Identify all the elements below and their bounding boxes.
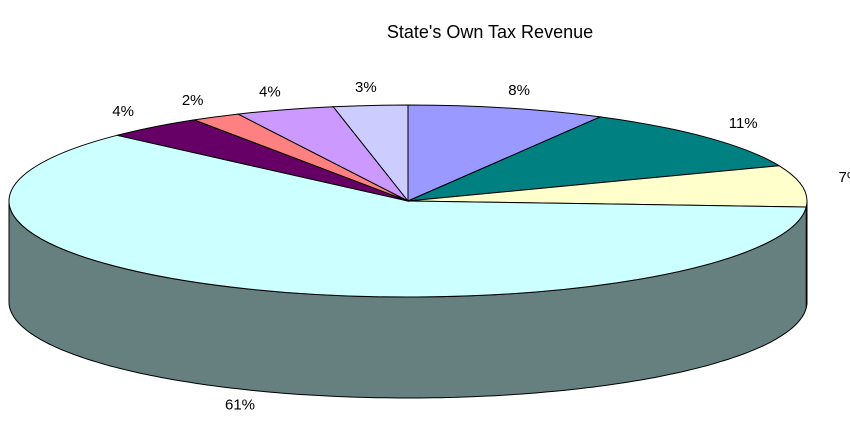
pie-slice	[407, 165, 808, 208]
data-label: 3%	[355, 79, 377, 96]
data-label: 4%	[112, 103, 134, 120]
pie-slice	[332, 104, 409, 203]
data-label: 61%	[225, 396, 255, 413]
pie-slice	[407, 104, 603, 202]
data-label: 2%	[182, 92, 204, 109]
data-label: 7%	[839, 169, 850, 186]
chart-title: State's Own Tax Revenue	[387, 22, 593, 42]
pie-slice	[407, 116, 781, 202]
pie-slice	[8, 134, 807, 298]
data-label: 4%	[259, 84, 281, 101]
data-label: 8%	[508, 82, 530, 99]
data-label: 11%	[729, 115, 758, 132]
